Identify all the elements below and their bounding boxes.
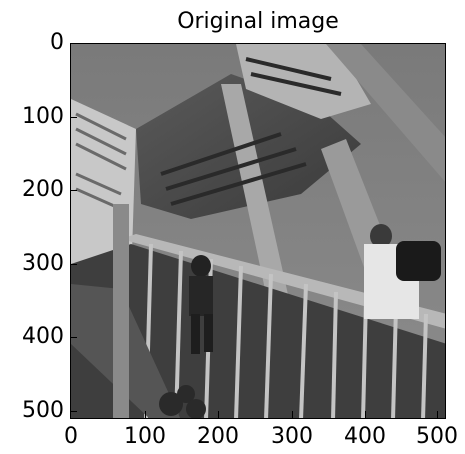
staircase bbox=[71, 244, 445, 418]
x-tick-label: 500 bbox=[416, 424, 458, 449]
person-right bbox=[364, 224, 441, 319]
person-center bbox=[189, 255, 213, 354]
y-tick-label: 500 bbox=[22, 398, 64, 423]
image-axes bbox=[70, 43, 446, 419]
x-tick-mark bbox=[365, 411, 366, 418]
y-tick-label: 0 bbox=[50, 30, 64, 55]
y-tick-mark bbox=[70, 411, 77, 412]
beam-top-right bbox=[326, 44, 445, 182]
x-tick-label: 300 bbox=[271, 424, 313, 449]
x-tick-label: 400 bbox=[344, 424, 386, 449]
figure-title: Original image bbox=[177, 9, 339, 34]
y-tick-mark bbox=[70, 337, 77, 338]
x-tick-label: 0 bbox=[64, 424, 78, 449]
y-tick-label: 100 bbox=[22, 104, 64, 129]
y-tick-mark bbox=[70, 190, 77, 191]
y-tick-label: 400 bbox=[22, 324, 64, 349]
x-tick-mark bbox=[145, 411, 146, 418]
x-tick-mark bbox=[437, 411, 438, 418]
trees bbox=[159, 385, 206, 418]
x-tick-label: 200 bbox=[197, 424, 239, 449]
support-post bbox=[113, 204, 129, 418]
x-tick-mark bbox=[292, 411, 293, 418]
x-tick-label: 100 bbox=[124, 424, 166, 449]
y-tick-mark bbox=[70, 264, 77, 265]
y-tick-mark bbox=[70, 117, 77, 118]
y-tick-label: 200 bbox=[22, 177, 64, 202]
y-tick-label: 300 bbox=[22, 251, 64, 276]
stairs-photo bbox=[71, 44, 445, 418]
x-tick-mark bbox=[218, 411, 219, 418]
